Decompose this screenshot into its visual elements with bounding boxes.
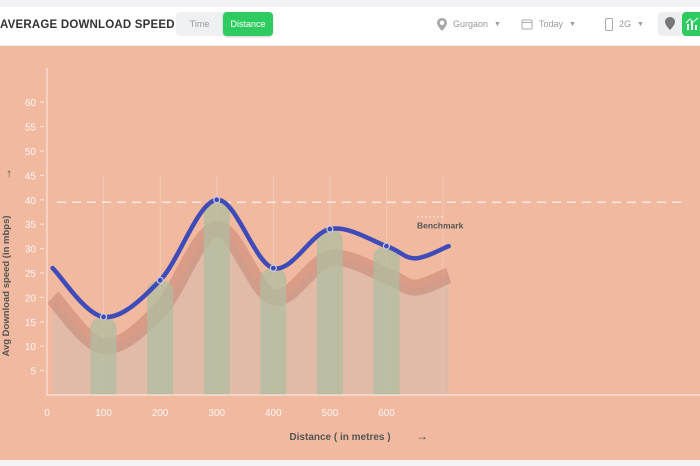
x-axis-label: Distance ( in metres ) — [289, 432, 390, 443]
x-tick-label: 500 — [322, 408, 339, 419]
chart-area: 5 10 15 20 25 30 35 40 45 50 55 60 0 100 200 300 400 500 6… — [0, 46, 700, 460]
y-tick-label: 25 — [25, 269, 37, 280]
y-tick-label: 55 — [25, 123, 37, 134]
data-point — [269, 264, 277, 272]
x-tick-label: 600 — [378, 408, 395, 419]
x-tick-label: 300 — [208, 408, 225, 419]
x-arrow-icon: → — [416, 429, 428, 443]
y-tick-label: 35 — [25, 220, 37, 231]
phone-icon — [605, 17, 613, 31]
location-value: Gurgaon — [453, 19, 489, 29]
location-dropdown[interactable]: Gurgaon ▼ — [437, 17, 501, 31]
location-pin-icon — [437, 17, 447, 31]
top-strip — [0, 0, 700, 7]
y-tick-label: 10 — [25, 342, 37, 353]
bar — [260, 268, 287, 395]
y-tick-label: 45 — [25, 171, 37, 182]
data-point — [156, 276, 164, 284]
data-point — [326, 225, 334, 233]
y-axis-label: Avg Download speed (in mbps) — [1, 215, 12, 356]
chart-view-button[interactable] — [682, 12, 700, 36]
bar — [147, 280, 174, 395]
y-tick-label: 5 — [30, 367, 36, 378]
header: AVERAGE DOWNLOAD SPEED VS Time Distance … — [0, 7, 700, 46]
chart-title: AVERAGE DOWNLOAD SPEED VS — [0, 19, 194, 31]
data-point — [382, 242, 391, 250]
calendar-icon — [521, 19, 533, 30]
chevron-down-icon: ▼ — [569, 20, 576, 28]
y-tick-label: 20 — [25, 293, 37, 304]
y-tick-label: 50 — [25, 147, 37, 158]
map-pin-icon — [665, 17, 675, 30]
series-line — [50, 197, 451, 320]
network-value: 2G — [619, 19, 632, 29]
benchmark-label: Benchmark — [417, 221, 464, 231]
y-tick-label: 30 — [25, 245, 37, 256]
y-tick-label: 40 — [25, 196, 37, 207]
bar-chart-icon — [685, 17, 699, 30]
x-tick-label: 400 — [265, 408, 282, 419]
y-tick-label: 60 — [25, 98, 37, 109]
y-tick-label: 15 — [25, 318, 37, 329]
x-tick-label: 100 — [95, 408, 112, 419]
bar — [90, 316, 117, 395]
metric-toggle: Time Distance — [176, 12, 273, 36]
bar — [203, 199, 230, 395]
bar — [373, 246, 400, 395]
toggle-time[interactable]: Time — [189, 19, 210, 29]
bar — [316, 229, 343, 395]
data-point — [99, 313, 108, 321]
data-point — [213, 196, 221, 204]
y-arrow-icon: → — [0, 168, 14, 180]
map-view-button[interactable] — [658, 12, 682, 36]
x-tick-label: 200 — [152, 408, 169, 419]
date-value: Today — [539, 19, 564, 29]
chevron-down-icon: ▼ — [637, 20, 644, 28]
chevron-down-icon: ▼ — [494, 20, 501, 28]
date-dropdown[interactable]: Today ▼ — [521, 17, 576, 31]
bottom-strip — [0, 460, 700, 466]
x-tick-label: 0 — [44, 408, 50, 419]
network-dropdown[interactable]: 2G ▼ — [605, 17, 644, 31]
toggle-distance[interactable]: Distance — [223, 12, 273, 36]
